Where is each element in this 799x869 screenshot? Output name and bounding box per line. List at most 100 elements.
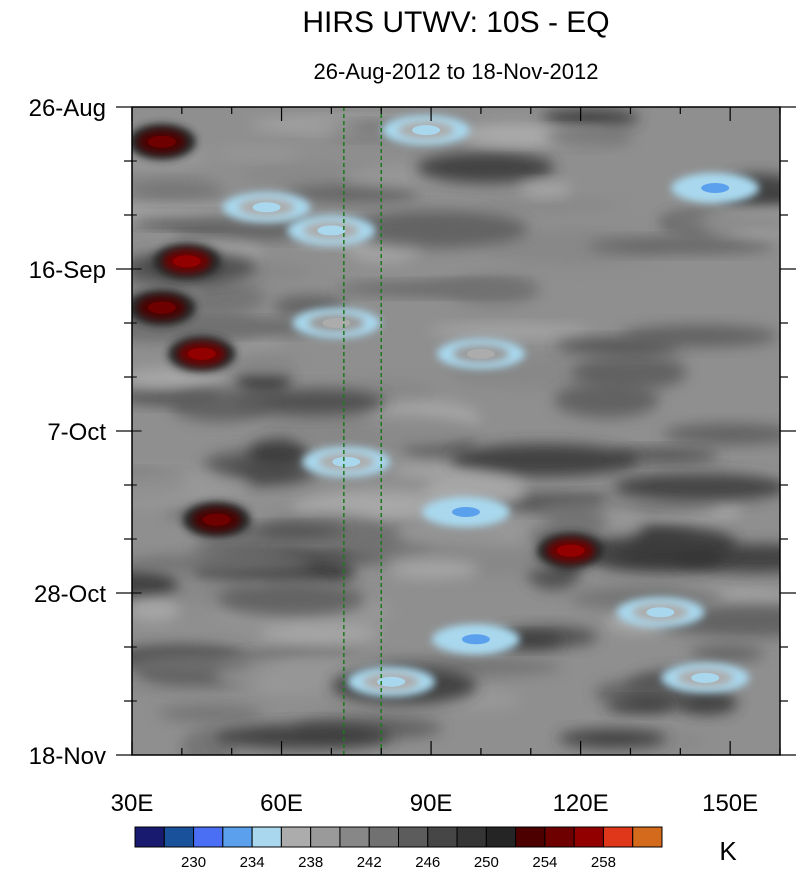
colorbar-swatch <box>134 826 165 848</box>
colorbar-swatch <box>515 826 546 848</box>
colorbar-tick-label: 246 <box>415 854 440 869</box>
contour-feature <box>152 243 221 280</box>
contour-feature <box>132 289 196 326</box>
plot-area <box>132 107 780 755</box>
contour-feature <box>167 335 236 372</box>
shade-band <box>554 382 660 418</box>
contour-feature <box>347 666 436 697</box>
colorbar-swatch <box>193 826 224 848</box>
colorbar-swatch <box>427 826 458 848</box>
colorbar-tick-label: 258 <box>591 854 616 869</box>
colorbar-swatch <box>222 826 253 848</box>
contour-feature <box>382 115 471 146</box>
shade-band <box>135 655 254 674</box>
shade-band <box>571 354 687 391</box>
shade-band <box>545 127 634 147</box>
colorbar: 230 234 238 242 246 250 254 258 <box>134 826 663 869</box>
colorbar-tick-label: 238 <box>298 854 323 869</box>
shade-band <box>476 198 622 212</box>
colorbar-swatch <box>310 826 341 848</box>
colorbar-swatch <box>573 826 604 848</box>
colorbar-swatch <box>339 826 370 848</box>
shade-band <box>284 185 420 203</box>
reference-lines <box>343 107 382 755</box>
x-axis: 30E 60E 90E 120E 150E <box>111 107 781 817</box>
colorbar-swatch <box>398 826 429 848</box>
contour-feature <box>292 308 381 338</box>
y-axis: 26-Aug 16-Sep 7-Oct 28-Oct 18-Nov <box>29 95 796 770</box>
shade-band <box>132 553 313 574</box>
shade-band <box>296 120 360 135</box>
shade-band <box>258 623 382 643</box>
shade-band <box>518 181 572 197</box>
contour-feature <box>421 497 510 527</box>
colorbar-swatch <box>368 826 400 848</box>
shade-band <box>132 181 226 200</box>
shade-band <box>416 152 555 183</box>
contour-feature <box>182 501 251 538</box>
chart-subtitle: 26-Aug-2012 to 18-Nov-2012 <box>314 59 599 84</box>
x-tick-label: 120E <box>553 790 609 817</box>
colorbar-swatch <box>456 826 487 848</box>
shade-band <box>235 369 292 395</box>
shade-band <box>605 699 674 714</box>
shade-band <box>132 598 180 621</box>
contour-feature <box>287 215 376 246</box>
colorbar-tick-label: 250 <box>474 854 499 869</box>
shade-band <box>662 423 780 445</box>
contour-feature <box>436 338 525 369</box>
x-tick-label: 30E <box>111 790 154 817</box>
x-tick-label: 60E <box>260 790 303 817</box>
colorbar-unit: K <box>719 836 737 866</box>
shade-band <box>387 560 480 579</box>
y-tick-label: 7-Oct <box>47 419 106 446</box>
shade-band <box>540 108 640 128</box>
shade-band <box>229 524 349 538</box>
contour-feature <box>661 662 750 693</box>
shade-band <box>558 729 667 748</box>
colorbar-swatch <box>544 826 575 848</box>
shade-band <box>169 388 271 422</box>
shade-band <box>450 443 640 477</box>
shade-band <box>394 513 535 551</box>
contour-feature <box>222 192 311 223</box>
shade-band <box>429 324 591 339</box>
shade-band <box>424 280 539 294</box>
shade-band <box>294 414 480 447</box>
x-tick-label: 90E <box>410 790 453 817</box>
shade-band <box>594 680 694 706</box>
shade-band <box>132 569 179 599</box>
chart-title: HIRS UTWV: 10S - EQ <box>302 6 609 39</box>
contour-feature <box>302 446 391 477</box>
colorbar-tick-label: 230 <box>181 854 206 869</box>
shade-band <box>613 472 780 503</box>
shade-band <box>132 204 240 220</box>
shade-band <box>157 704 263 722</box>
shade-band <box>230 350 299 376</box>
shade-band <box>662 211 780 233</box>
shade-band <box>344 210 529 249</box>
shade-band <box>545 505 608 540</box>
colorbar-tick-label: 242 <box>357 854 382 869</box>
shade-band <box>587 238 774 254</box>
y-tick-label: 18-Nov <box>29 743 106 770</box>
shade-band <box>217 582 366 617</box>
shade-band <box>214 147 303 160</box>
shade-band <box>689 645 765 662</box>
shade-band <box>488 228 666 267</box>
shade-band <box>619 324 778 348</box>
colorbar-swatch <box>280 826 312 848</box>
colorbar-tick-label: 234 <box>240 854 265 869</box>
shade-band <box>132 368 227 390</box>
y-tick-label: 26-Aug <box>29 95 106 122</box>
contour-feature <box>616 597 705 628</box>
colorbar-swatch <box>163 826 195 848</box>
colorbar-swatch <box>251 826 282 848</box>
y-tick-label: 28-Oct <box>34 581 106 608</box>
shade-band <box>235 388 386 416</box>
x-tick-label: 150E <box>702 790 758 817</box>
colorbar-swatch <box>632 826 663 848</box>
colorbar-tick-label: 254 <box>532 854 557 869</box>
contour-feature <box>132 123 196 160</box>
